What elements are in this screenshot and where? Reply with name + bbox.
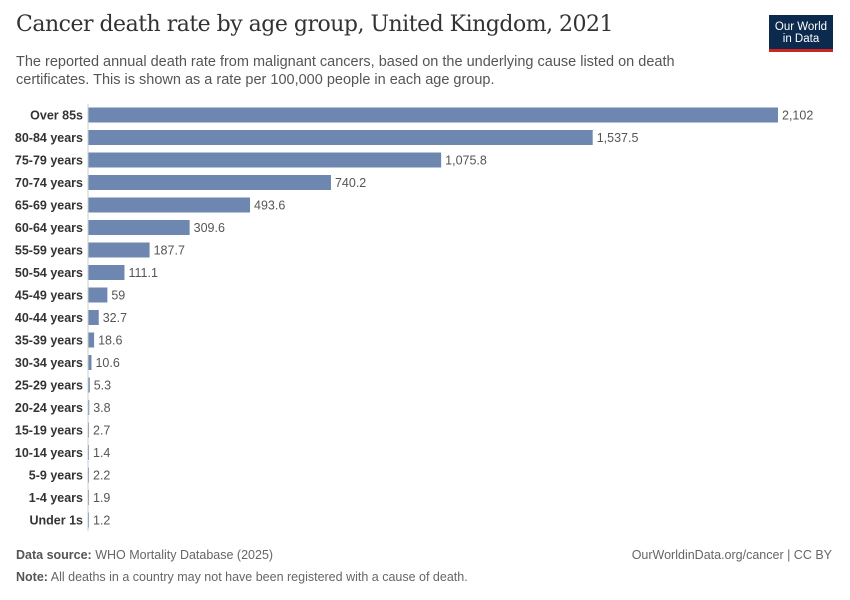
source-url[interactable]: OurWorldinData.org/cancer | CC BY (631, 548, 832, 562)
value-label: 187.7 (154, 244, 185, 258)
bar[interactable] (88, 265, 125, 280)
bar[interactable] (88, 377, 90, 393)
bar[interactable] (88, 332, 95, 348)
value-label: 2.7 (93, 424, 110, 438)
category-label: 55-59 years (15, 244, 83, 258)
bar[interactable] (88, 400, 90, 415)
value-label: 2,102 (782, 109, 813, 123)
value-label: 493.6 (254, 199, 285, 213)
chart-subtitle: The reported annual death rate from mali… (16, 54, 675, 88)
value-label: 111.1 (128, 266, 157, 280)
value-label: 59 (111, 289, 125, 303)
category-label: Over 85s (30, 109, 83, 123)
data-source: Data source: WHO Mortality Database (202… (16, 548, 273, 562)
note: Note: All deaths in a country may not ha… (16, 570, 468, 584)
category-label: 75-79 years (15, 154, 83, 168)
category-label: 80-84 years (15, 131, 83, 145)
note-label: Note: (16, 570, 48, 584)
owid-logo[interactable]: Our World in Data (769, 15, 833, 52)
value-label: 309.6 (194, 221, 225, 235)
value-label: 1,075.8 (445, 154, 487, 168)
chart-title: Cancer death rate by age group, United K… (16, 12, 614, 37)
category-label: 5-9 years (29, 469, 83, 483)
value-label: 1.4 (93, 446, 110, 460)
value-label: 32.7 (103, 311, 127, 325)
category-label: 65-69 years (15, 199, 83, 213)
bar[interactable] (88, 242, 150, 258)
bar[interactable] (88, 220, 190, 235)
bar[interactable] (88, 130, 593, 145)
category-label: 15-19 years (15, 424, 83, 438)
category-label: 35-39 years (15, 334, 83, 348)
category-label: 50-54 years (15, 266, 83, 280)
source-link[interactable]: WHO Mortality Database (2025) (95, 548, 274, 562)
value-label: 5.3 (94, 379, 111, 393)
bar[interactable] (88, 152, 442, 168)
category-label: 30-34 years (15, 356, 83, 370)
category-label: 60-64 years (15, 221, 83, 235)
category-label: 20-24 years (15, 401, 83, 415)
category-label: 10-14 years (15, 446, 83, 460)
bar[interactable] (88, 310, 99, 325)
bar[interactable] (88, 287, 108, 303)
value-label: 1.2 (93, 514, 110, 528)
bar[interactable] (88, 197, 251, 213)
bar[interactable] (88, 355, 92, 370)
category-label: 40-44 years (15, 311, 83, 325)
value-label: 2.2 (93, 469, 110, 483)
category-label: 70-74 years (15, 176, 83, 190)
source-label: Data source: (16, 548, 92, 562)
value-label: 3.8 (93, 401, 110, 415)
category-label: 45-49 years (15, 289, 83, 303)
value-label: 10.6 (95, 356, 119, 370)
category-label: Under 1s (30, 514, 84, 528)
category-label: 25-29 years (15, 379, 83, 393)
bar[interactable] (88, 107, 778, 123)
value-label: 740.2 (335, 176, 366, 190)
note-text: All deaths in a country may not have bee… (50, 570, 468, 584)
bar[interactable] (88, 175, 331, 190)
value-label: 1,537.5 (597, 131, 639, 145)
value-label: 18.6 (98, 334, 122, 348)
value-label: 1.9 (93, 491, 110, 505)
category-label: 1-4 years (29, 491, 83, 505)
